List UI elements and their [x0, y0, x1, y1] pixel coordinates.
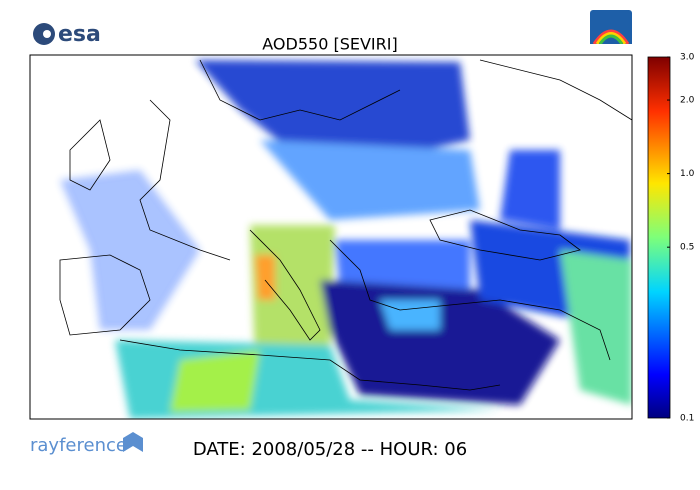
colorbar-tick-label: 2.0 — [680, 96, 695, 106]
esa-logo: esa — [33, 22, 101, 47]
colorbar-tick-label: 3.0 — [680, 53, 695, 63]
colorbar-tick-label: 0.1 — [680, 414, 694, 424]
rayference-logo: rayference — [30, 432, 143, 456]
logo-text: esa — [58, 22, 101, 47]
colorbar-tick-label: 1.0 — [680, 169, 695, 179]
colorbar-tick-label: 0.5 — [680, 243, 694, 253]
brand-text: rayference — [30, 435, 127, 456]
map-title: AOD550 [SEVIRI] — [262, 35, 397, 54]
aod-field — [59, 59, 632, 419]
coastlines — [59, 59, 632, 391]
colorbar — [647, 56, 671, 419]
map-frame — [29, 54, 633, 420]
climate-logo — [590, 10, 632, 50]
date-label: DATE: 2008/05/28 -- HOUR: 06 — [193, 439, 467, 460]
